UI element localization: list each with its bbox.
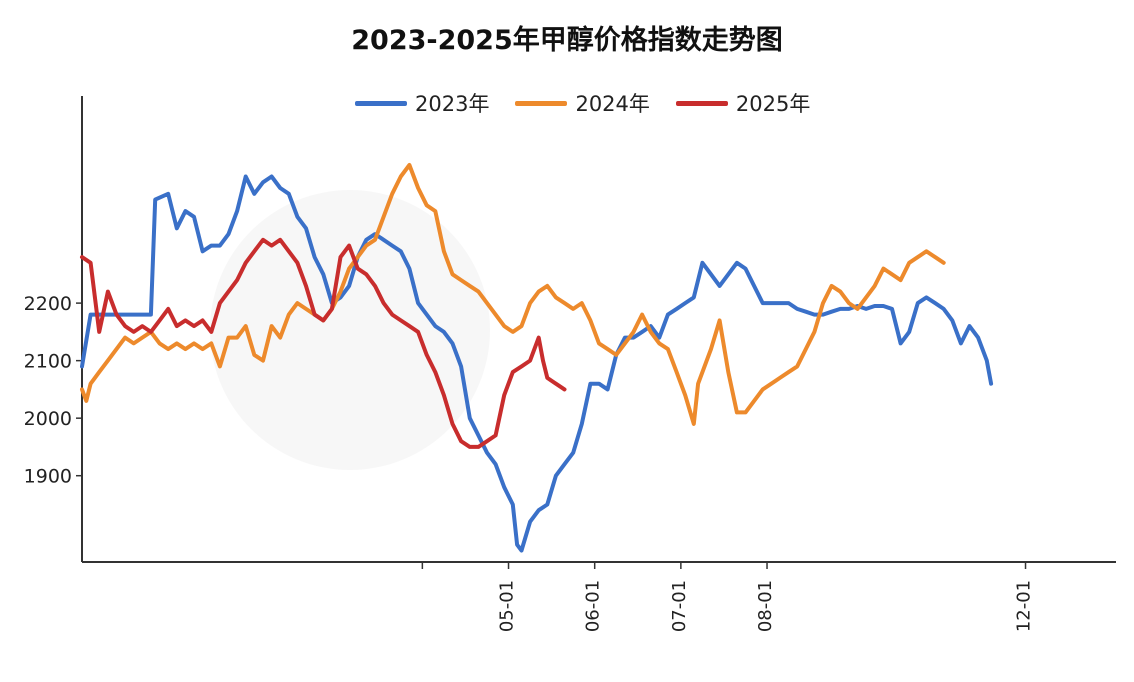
series-group	[80, 163, 994, 553]
chart-legend: 2023年 2024年 2025年	[355, 88, 810, 118]
x-tick-label: 12-01	[1014, 580, 1035, 632]
chart-title: 2023-2025年甲醇价格指数走势图	[351, 25, 783, 56]
legend-swatch-2024	[515, 100, 568, 106]
legend-item-2023: 2023年	[355, 88, 489, 118]
y-tick-label: 2200	[24, 293, 72, 315]
x-tick-label: 08-01	[755, 580, 776, 632]
series-line-2025年	[80, 237, 567, 449]
y-tick-label: 2100	[24, 351, 72, 373]
series-line-2023年	[80, 174, 994, 553]
x-tick-label: 06-01	[583, 580, 604, 632]
legend-swatch-2025	[675, 100, 728, 106]
axes: 1900 2000 2100 2200 05-01 06-01 07-01 08-01 12-0…	[24, 96, 1116, 632]
y-tick-label: 2000	[24, 408, 72, 430]
x-tick-label: 07-01	[669, 580, 690, 632]
legend-label-2025: 2025年	[735, 92, 811, 116]
watermark	[210, 190, 490, 470]
legend-item-2024: 2024年	[515, 88, 650, 118]
x-tick-label: 05-01	[497, 580, 518, 632]
y-tick-label: 1900	[24, 466, 72, 488]
legend-label-2024: 2024年	[575, 92, 650, 116]
legend-swatch-2023	[355, 100, 407, 106]
legend-item-2025: 2025年	[675, 88, 811, 118]
series-line-2024年	[80, 163, 946, 426]
legend-label-2023: 2023年	[415, 92, 490, 116]
